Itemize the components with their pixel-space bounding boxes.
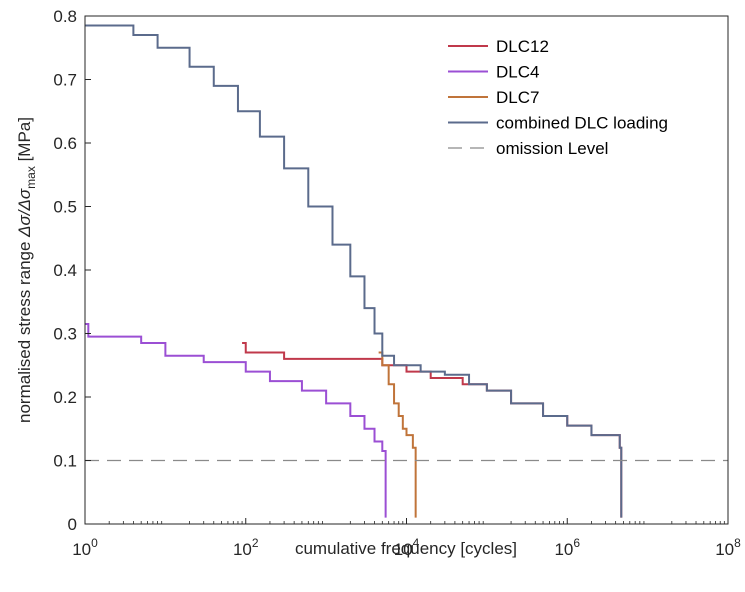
plot-background <box>85 16 728 524</box>
series-line-dlc4 <box>85 322 387 518</box>
legend-label-dlc4: DLC4 <box>496 63 539 82</box>
y-tick-label: 0.6 <box>53 134 77 153</box>
legend-label-combined-dlc-loading: combined DLC loading <box>496 114 668 133</box>
y-tick-label: 0.5 <box>53 198 77 217</box>
y-axis-title: normalised stress range Δσ/Δσmax [MPa] <box>15 117 38 423</box>
y-axis-title-prefix: normalised stress range <box>15 237 34 423</box>
y-tick-labels: 0 0.1 0.2 0.3 0.4 0.5 0.6 0.7 0.8 <box>53 7 77 534</box>
x-tick-label: 100 <box>72 536 98 559</box>
x-tick-labels: 100 102 104 106 108 <box>72 536 741 559</box>
y-axis-title-math: Δσ/Δσ <box>15 188 34 238</box>
y-axis-title-suffix: [MPa] <box>15 117 34 166</box>
x-axis-title: cumulative frequency [cycles] <box>295 539 517 558</box>
y-tick-label: 0.1 <box>53 452 77 471</box>
svg-text:normalised stress range Δσ/Δσm: normalised stress range Δσ/Δσmax [MPa] <box>15 117 38 423</box>
x-tick-label: 106 <box>554 536 580 559</box>
plot-area <box>84 15 729 525</box>
y-tick-label: 0.8 <box>53 7 77 26</box>
y-tick-label: 0.4 <box>53 261 77 280</box>
series-line-dlc7 <box>378 351 417 518</box>
series-line-combined-dlc-loading <box>85 24 623 518</box>
legend: DLC12 DLC4 DLC7 combined DLC loading omissio… <box>448 37 668 158</box>
series-layer <box>85 24 728 518</box>
legend-label-omission-level: omission Level <box>496 139 608 158</box>
y-axis-title-subscript: max <box>24 166 38 189</box>
y-tick-label: 0.7 <box>53 71 77 90</box>
y-tick-label: 0.3 <box>53 325 77 344</box>
y-tick-label: 0.2 <box>53 388 77 407</box>
x-tick-label: 108 <box>715 536 741 559</box>
legend-label-dlc12: DLC12 <box>496 37 549 56</box>
y-tick-label: 0 <box>68 515 77 534</box>
x-tick-label: 102 <box>233 536 259 559</box>
legend-label-dlc7: DLC7 <box>496 88 539 107</box>
x-tick-label: 104 <box>394 536 420 559</box>
axes-layer <box>84 15 729 525</box>
